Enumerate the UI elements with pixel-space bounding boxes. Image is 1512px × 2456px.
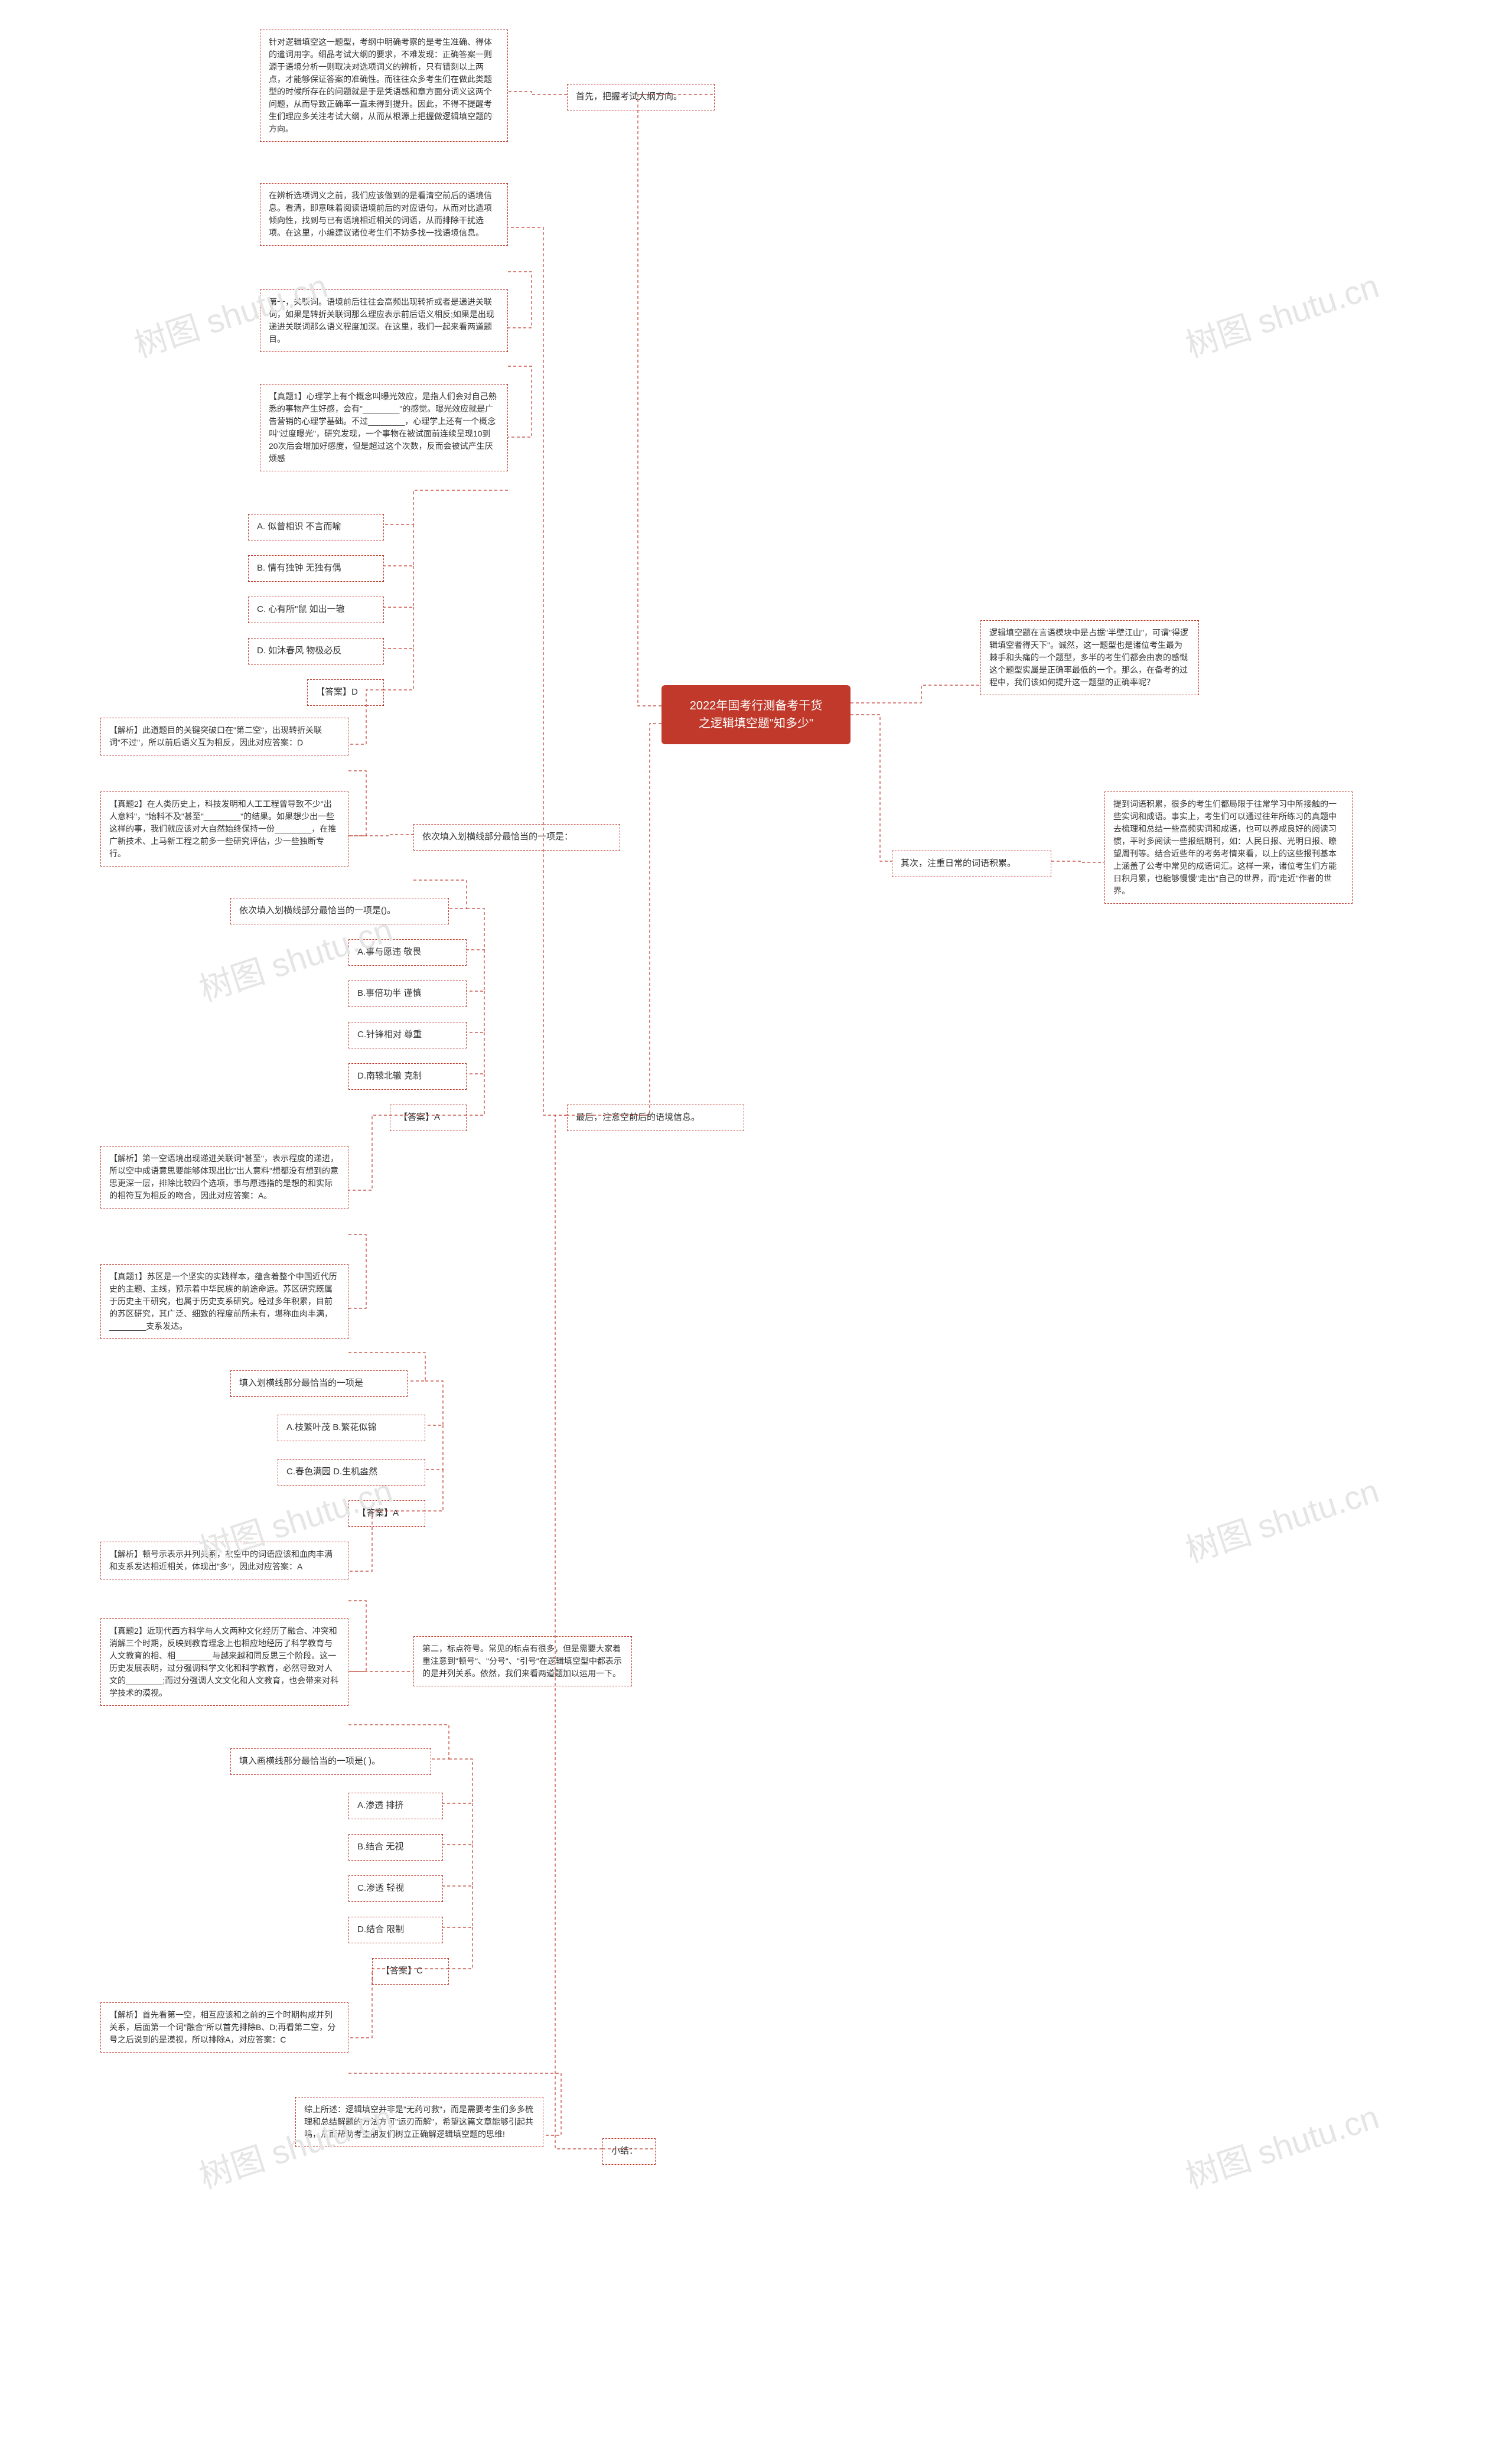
sub1-q1-opt-a: A. 似曾相识 不言而喻	[248, 514, 384, 540]
answer-text: 【答案】D	[316, 687, 358, 697]
sub1-q2-explain: 【解析】第一空语境出现递进关联词"甚至"，表示程度的递进，所以空中成语意思要能够…	[100, 1146, 348, 1209]
options-title-text: 依次填入划横线部分最恰当的一项是()。	[239, 905, 396, 916]
explain-text: 【解析】顿号示表示并列关系，故空中的词语应该和血肉丰满和支系发达相近相关，体现出…	[109, 1549, 333, 1571]
mindmap-diagram: 树图 shutu.cn树图 shutu.cn树图 shutu.cn树图 shut…	[0, 0, 1512, 2456]
sub1-q1-explain: 【解析】此道题目的关键突破口在"第二空"，出现转折关联词"不过"，所以前后语义互…	[100, 718, 348, 755]
opt-text: A. 似曾相识 不言而喻	[257, 522, 341, 532]
sub2-q1-opt-ab: A.枝繁叶茂 B.繁花似锦	[278, 1415, 425, 1441]
opt-text: D.结合 限制	[357, 1924, 404, 1934]
sub1-q2-opt-b: B.事倍功半 谨慎	[348, 981, 467, 1007]
root-node: 2022年国考行测备考干货之逻辑填空题"知多少"	[662, 685, 850, 744]
explain-text: 【解析】此道题目的关键突破口在"第二空"，出现转折关联词"不过"，所以前后语义互…	[109, 725, 322, 747]
sub2-q2-stem: 【真题2】近现代西方科学与人文两种文化经历了融合、冲突和消解三个时期，反映到教育…	[100, 1618, 348, 1706]
sub2-q2-answer: 【答案】C	[372, 1958, 449, 1985]
sub2-q2-opt-a: A.渗透 排挤	[348, 1793, 443, 1819]
sub1-q2-stem: 【真题2】在人类历史上，科技发明和人工工程曾导致不少"出人意料"，"始料不及"甚…	[100, 791, 348, 867]
sub1-q2-opt-c: C.针锋相对 尊重	[348, 1022, 467, 1048]
explain-text: 【解析】首先看第一空，相互应该和之前的三个时期构成并列关系，后面第一个词"融合"…	[109, 2010, 335, 2044]
branch-first-label: 首先，把握考试大纲方向。	[576, 92, 682, 102]
sub2-q2-blank: 填入画横线部分最恰当的一项是( )。	[230, 1748, 431, 1775]
stem-text: 【真题2】在人类历史上，科技发明和人工工程曾导致不少"出人意料"，"始料不及"甚…	[109, 799, 336, 858]
branch-last-label: 最后，注意空前后的语境信息。	[576, 1112, 700, 1122]
conclusion-prefix-text: 小结：	[611, 2146, 638, 2156]
blank-text: 填入划横线部分最恰当的一项是	[239, 1378, 363, 1388]
sub1-desc-text: 第一，关联词。语境前后往往会高频出现转折或者是递进关联词，如果是转折关联词那么理…	[269, 297, 494, 344]
conclusion-body: 综上所述：逻辑填空并非是"无药可救"，而是需要考生们多多梳理和总结解题的方法方可…	[295, 2097, 543, 2147]
sub2-q2-opt-c: C.渗透 轻视	[348, 1875, 443, 1902]
watermark-text: 树图 shutu.cn	[1179, 260, 1384, 367]
answer-text: 【答案】C	[381, 1966, 423, 1976]
sub2-q2-explain: 【解析】首先看第一空，相互应该和之前的三个时期构成并列关系，后面第一个词"融合"…	[100, 2002, 348, 2053]
opt-text: A.事与愿违 敬畏	[357, 947, 421, 957]
branch-first-leaf: 针对逻辑填空这一题型，考纲中明确考察的是考生准确、得体的遣词用字。细品考试大纲的…	[260, 30, 508, 142]
sub1-q1-opt-b: B. 情有独钟 无独有偶	[248, 555, 384, 582]
aside-text: 第二，标点符号。常见的标点有很多，但是需要大家着重注意到"顿号"、"分号"、"引…	[422, 1644, 622, 1678]
opt-text: C.春色满园 D.生机盎然	[286, 1467, 377, 1477]
sub2-q1-opt-cd: C.春色满园 D.生机盎然	[278, 1459, 425, 1486]
root-text: 2022年国考行测备考干货之逻辑填空题"知多少"	[690, 699, 823, 730]
branch-second: 其次，注重日常的词语积累。	[892, 851, 1051, 877]
sub2-q2-opt-d: D.结合 限制	[348, 1917, 443, 1943]
branch-first-leaf-text: 针对逻辑填空这一题型，考纲中明确考察的是考生准确、得体的遣词用字。细品考试大纲的…	[269, 37, 492, 133]
opt-text: B.事倍功半 谨慎	[357, 988, 421, 998]
branch-second-label: 其次，注重日常的词语积累。	[901, 858, 1016, 868]
sub1-q1-stem: 【真题1】心理学上有个概念叫曝光效应，是指人们会对自己熟悉的事物产生好感，会有"…	[260, 384, 508, 471]
conclusion-body-text: 综上所述：逻辑填空并非是"无药可救"，而是需要考生们多多梳理和总结解题的方法方可…	[304, 2105, 533, 2139]
branch-intro-para-text: 逻辑填空题在言语模块中是占据"半壁江山"，可谓"得逻辑填空者得天下"。诚然，这一…	[989, 628, 1188, 687]
sub1-q1-opt-c: C. 心有所"鼠 如出一辙	[248, 597, 384, 623]
watermark-text: 树图 shutu.cn	[1179, 1465, 1384, 1572]
explain-text: 【解析】第一空语境出现递进关联词"甚至"，表示程度的递进，所以空中成语意思要能够…	[109, 1154, 338, 1200]
last-desc: 在辨析选项词义之前，我们应该做到的是看清空前后的语境信息。看清，即意味着阅读语境…	[260, 183, 508, 246]
sub1-q1-stem-text: 【真题1】心理学上有个概念叫曝光效应，是指人们会对自己熟悉的事物产生好感，会有"…	[269, 392, 497, 463]
branch-intro-para: 逻辑填空题在言语模块中是占据"半壁江山"，可谓"得逻辑填空者得天下"。诚然，这一…	[980, 620, 1199, 695]
sub2-q1-explain: 【解析】顿号示表示并列关系，故空中的词语应该和血肉丰满和支系发达相近相关，体现出…	[100, 1542, 348, 1579]
sub2-q1-stem: 【真题1】苏区是一个坚实的实践样本，蕴含着整个中国近代历史的主题、主线，预示着中…	[100, 1264, 348, 1339]
blank-text: 填入画横线部分最恰当的一项是( )。	[239, 1756, 380, 1766]
stem-text: 【真题1】苏区是一个坚实的实践样本，蕴含着整个中国近代历史的主题、主线，预示着中…	[109, 1272, 337, 1331]
answer-text: 【答案】A	[399, 1112, 440, 1122]
branch-first: 首先，把握考试大纲方向。	[567, 84, 715, 110]
sub1-q2-opt-d: D.南辕北辙 克制	[348, 1063, 467, 1090]
opt-text: D.南辕北辙 克制	[357, 1071, 422, 1081]
sub1-q2-blank: 依次填入划横线部分最恰当的一项是：	[413, 824, 620, 851]
sub1-q2-opt-a: A.事与愿违 敬畏	[348, 939, 467, 966]
connector-lines	[0, 0, 1512, 2456]
opt-text: B.结合 无视	[357, 1842, 403, 1852]
blank-text: 依次填入划横线部分最恰当的一项是：	[422, 832, 573, 842]
watermark-text: 树图 shutu.cn	[1179, 2091, 1384, 2198]
sub1-q1-answer: 【答案】D	[307, 679, 384, 706]
sub2-q1-blank: 填入划横线部分最恰当的一项是	[230, 1370, 408, 1397]
opt-text: A.渗透 排挤	[357, 1800, 403, 1810]
sub1-q2-answer: 【答案】A	[390, 1105, 467, 1131]
branch-second-leaf-text: 提到词语积累，很多的考生们都局限于往常学习中所接触的一些实词和成语。事实上，考生…	[1113, 799, 1337, 895]
answer-text: 【答案】A	[357, 1508, 399, 1518]
stem-text: 【真题2】近现代西方科学与人文两种文化经历了融合、冲突和消解三个时期，反映到教育…	[109, 1626, 338, 1698]
opt-text: A.枝繁叶茂 B.繁花似锦	[286, 1422, 377, 1432]
conclusion-prefix: 小结：	[602, 2138, 656, 2165]
opt-text: C. 心有所"鼠 如出一辙	[257, 604, 345, 614]
branch-last: 最后，注意空前后的语境信息。	[567, 1105, 744, 1131]
sub1-q2-options-title: 依次填入划横线部分最恰当的一项是()。	[230, 898, 449, 924]
sub2-q2-opt-b: B.结合 无视	[348, 1834, 443, 1861]
opt-text: C.渗透 轻视	[357, 1883, 404, 1893]
opt-text: B. 情有独钟 无独有偶	[257, 563, 341, 573]
sub2-q2-aside: 第二，标点符号。常见的标点有很多，但是需要大家着重注意到"顿号"、"分号"、"引…	[413, 1636, 632, 1686]
branch-second-leaf: 提到词语积累，很多的考生们都局限于往常学习中所接触的一些实词和成语。事实上，考生…	[1104, 791, 1353, 904]
last-desc-text: 在辨析选项词义之前，我们应该做到的是看清空前后的语境信息。看清，即意味着阅读语境…	[269, 191, 492, 237]
opt-text: C.针锋相对 尊重	[357, 1030, 422, 1040]
sub2-q1-answer: 【答案】A	[348, 1500, 425, 1527]
sub1-desc: 第一，关联词。语境前后往往会高频出现转折或者是递进关联词，如果是转折关联词那么理…	[260, 289, 508, 352]
sub1-q1-opt-d: D. 如沐春风 物极必反	[248, 638, 384, 665]
opt-text: D. 如沐春风 物极必反	[257, 646, 341, 656]
